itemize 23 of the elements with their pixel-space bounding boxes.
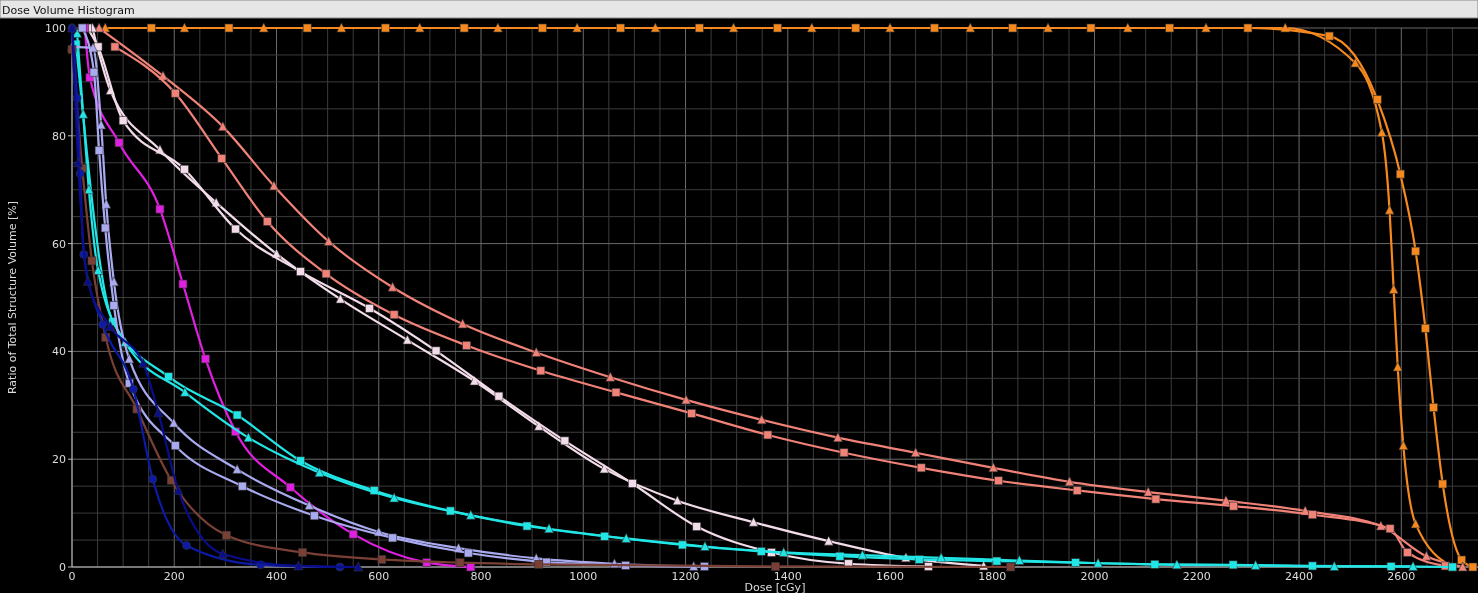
x-tick-label: 1200 [671,570,700,583]
x-tick-label: 2200 [1182,570,1211,583]
x-tick-label: 600 [368,570,390,583]
chart-title: Dose Volume Histogram [2,4,135,17]
y-axis-title: Ratio of Total Structure Volume [%] [6,200,19,395]
x-axis-title: Dose [cGy] [744,581,806,593]
x-tick-label: 400 [266,570,288,583]
x-tick-label: 1800 [978,570,1007,583]
x-tick-label: 200 [163,570,185,583]
y-tick-label: 0 [59,561,66,574]
x-tick-label: 2400 [1285,570,1314,583]
x-tick-label: 0 [68,570,76,583]
y-tick-label: 40 [52,345,66,359]
y-tick-label: 100 [45,22,66,35]
x-tick-label: 2000 [1080,570,1109,583]
y-tick-label: 20 [52,453,66,467]
x-tick-label: 800 [470,570,492,583]
y-tick-label: 60 [52,237,66,251]
x-tick-label: 1000 [569,570,598,583]
y-tick-label: 80 [52,129,66,143]
x-tick-label: 1400 [773,570,802,583]
x-tick-label: 1600 [876,570,905,583]
x-tick-label: 2600 [1387,570,1416,583]
